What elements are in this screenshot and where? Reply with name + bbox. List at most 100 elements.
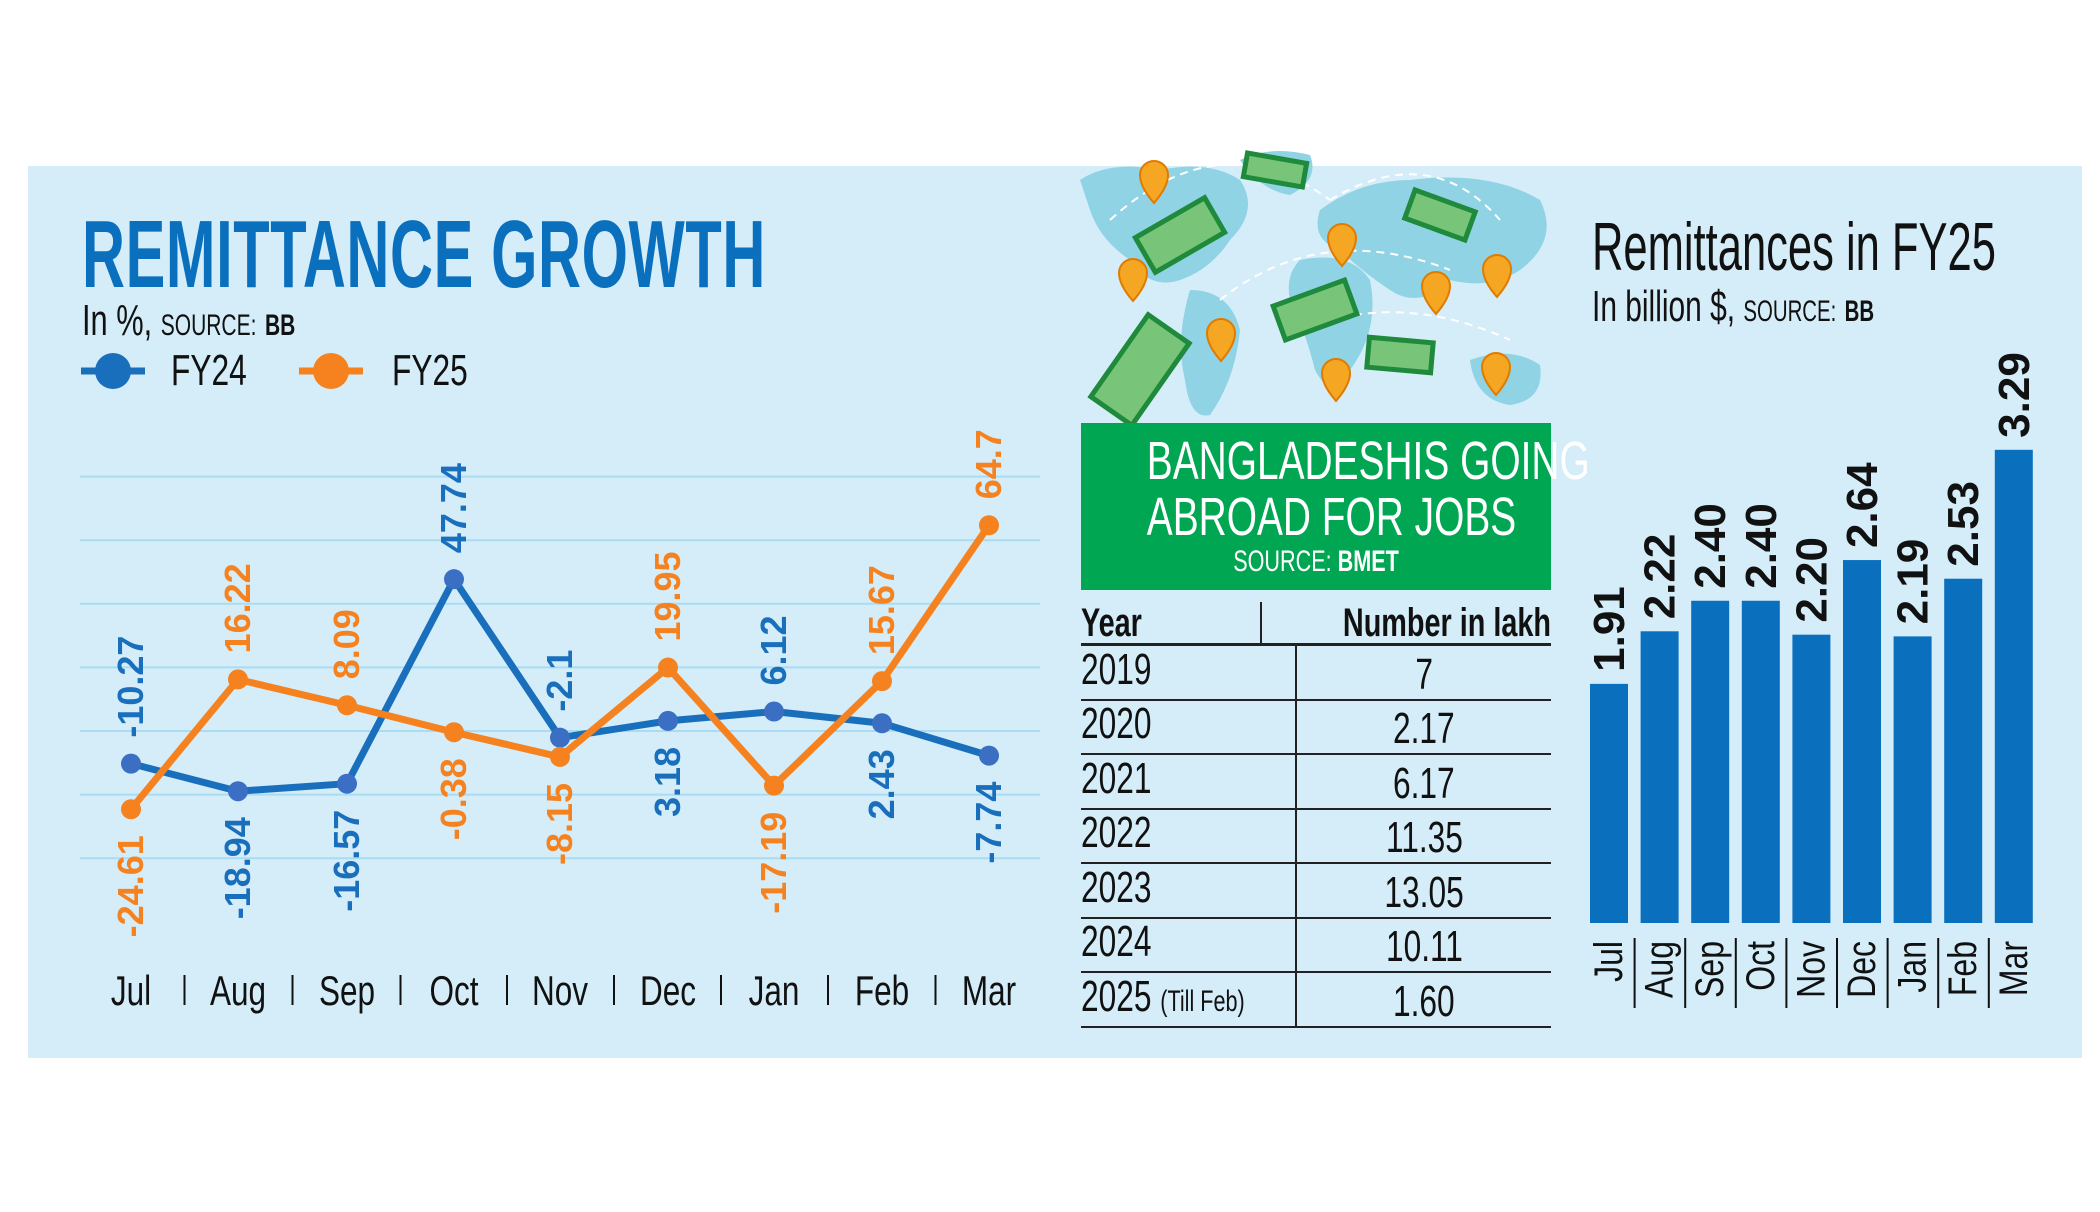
infographic-panel — [28, 166, 2082, 1058]
jobs-source: SOURCE: BMET — [1147, 545, 1485, 579]
jobs-title-box: BANGLADESHIS GOING ABROAD FOR JOBS SOURC… — [1081, 423, 1590, 590]
bar-value-label: 2.19 — [1889, 539, 1938, 625]
data-label-fy25: -8.15 — [539, 783, 580, 865]
bar — [1590, 683, 1628, 923]
data-point-fy24 — [979, 745, 999, 766]
unit-label: In %, — [82, 296, 153, 345]
table-row: 2023 13.05 — [1081, 862, 1551, 919]
data-point-fy24 — [444, 569, 464, 590]
data-point-fy24 — [228, 781, 248, 802]
data-point-fy25 — [337, 695, 357, 716]
year-text: 2024 — [1081, 917, 1152, 966]
source-label: SOURCE: — [1743, 295, 1837, 328]
bar — [1994, 449, 2033, 923]
bar — [1741, 600, 1780, 923]
source-value: BMET — [1337, 545, 1399, 578]
bar-value-label: 2.64 — [1838, 462, 1887, 548]
source-label: SOURCE: — [1233, 545, 1332, 578]
bar-value-label: 3.29 — [1990, 352, 2039, 438]
bar — [1640, 631, 1679, 923]
legend-fy24-label: FY24 — [171, 346, 247, 395]
year-text: 2023 — [1081, 862, 1152, 912]
data-label-fy24: 2.43 — [861, 749, 902, 819]
table-row: 2020 2.17 — [1081, 700, 1551, 755]
bar-value-label: 2.53 — [1939, 481, 1988, 567]
bar-category-label: Feb — [1940, 941, 1985, 996]
data-label-fy25: -17.19 — [753, 812, 794, 914]
data-label-fy24: -16.57 — [326, 810, 367, 912]
data-point-fy24 — [121, 753, 141, 774]
world-map-illustration — [1080, 150, 1547, 425]
bar — [1843, 560, 1881, 923]
x-tick-label: Sep — [319, 967, 375, 1015]
table-row: 2024 10.11 — [1081, 918, 1551, 973]
money-bills-icon — [1087, 150, 1479, 425]
unit-label: In billion $, — [1592, 282, 1736, 331]
bar-chart-title: Remittances in FY25 — [1592, 209, 1996, 285]
bar-category-label: Oct — [1737, 941, 1782, 991]
data-point-fy25 — [872, 671, 892, 692]
legend-marker-fy25 — [313, 353, 349, 389]
x-tick-label: Oct — [430, 967, 480, 1015]
cell-year: 2019 — [1081, 644, 1152, 699]
bar-value-label: 2.40 — [1737, 503, 1786, 589]
data-point-fy25 — [550, 746, 570, 767]
table-row: 2019 7 — [1081, 644, 1551, 701]
data-label-fy25: -24.61 — [110, 835, 151, 937]
source-value: BB — [1844, 295, 1875, 328]
x-tick-label: Nov — [532, 967, 588, 1015]
year-text: 2021 — [1081, 753, 1152, 803]
bar-chart-subtitle: In billion $, SOURCE: BB — [1592, 282, 1874, 332]
x-tick-label: Dec — [640, 967, 696, 1015]
x-tick-label: Mar — [962, 967, 1016, 1015]
data-point-fy24 — [872, 713, 892, 734]
year-note: (Till Feb) — [1160, 984, 1245, 1018]
bar — [1691, 600, 1730, 923]
cell-number: 11.35 — [1385, 813, 1463, 862]
bar — [1792, 634, 1831, 923]
cell-number: 7 — [1415, 649, 1433, 699]
cell-year: 2024 — [1081, 918, 1151, 971]
table-row: 2021 6.17 — [1081, 753, 1551, 810]
bar-category-label: Mar — [1990, 941, 2035, 996]
bar — [1893, 636, 1932, 923]
year-text: 2025 — [1081, 971, 1152, 1021]
data-point-fy25 — [444, 722, 464, 743]
year-text: 2020 — [1081, 699, 1152, 748]
jobs-table: Year Number in lakh 2019 7 2020 2.17 2021 … — [1081, 602, 1551, 1028]
line-chart-title: REMITTANCE GROWTH — [82, 201, 766, 308]
data-point-fy24 — [764, 701, 784, 722]
cell-number: 10.11 — [1385, 922, 1463, 971]
data-label-fy25: 19.95 — [647, 551, 688, 641]
bar-value-label: 1.91 — [1585, 586, 1634, 672]
bar-category-label: Sep — [1687, 941, 1732, 998]
line-chart-subtitle: In %, SOURCE: BB — [82, 296, 295, 346]
year-text: 2022 — [1081, 808, 1152, 857]
data-point-fy25 — [764, 775, 784, 796]
data-point-fy25 — [228, 669, 248, 690]
data-point-fy24 — [658, 710, 678, 731]
cell-number: 1.60 — [1393, 976, 1455, 1026]
data-label-fy25: 64.7 — [968, 429, 1009, 499]
cell-number: 2.17 — [1393, 704, 1455, 753]
legend-fy25-label: FY25 — [392, 346, 468, 395]
bar-value-label: 2.22 — [1636, 534, 1685, 620]
location-pins-icon — [1117, 160, 1513, 403]
cell-year: 2023 — [1081, 862, 1152, 917]
cell-number: 6.17 — [1393, 758, 1455, 808]
year-text: 2019 — [1081, 644, 1152, 694]
data-label-fy24: -10.27 — [110, 636, 151, 738]
data-point-fy25 — [979, 515, 999, 536]
data-label-fy24: -18.94 — [217, 817, 258, 919]
data-label-fy25: 15.67 — [861, 565, 902, 655]
x-tick-label: Jul — [111, 967, 151, 1015]
data-point-fy25 — [658, 657, 678, 678]
source-label: SOURCE: — [160, 309, 257, 342]
bar-category-label: Nov — [1788, 941, 1833, 998]
header-number: Number in lakh — [1342, 601, 1551, 645]
data-label-fy24: -7.74 — [968, 782, 1009, 864]
cell-year: 2020 — [1081, 700, 1151, 753]
source-value: BB — [265, 309, 296, 342]
header-year: Year — [1081, 601, 1142, 645]
cell-year: 2025 (Till Feb) — [1081, 971, 1245, 1026]
